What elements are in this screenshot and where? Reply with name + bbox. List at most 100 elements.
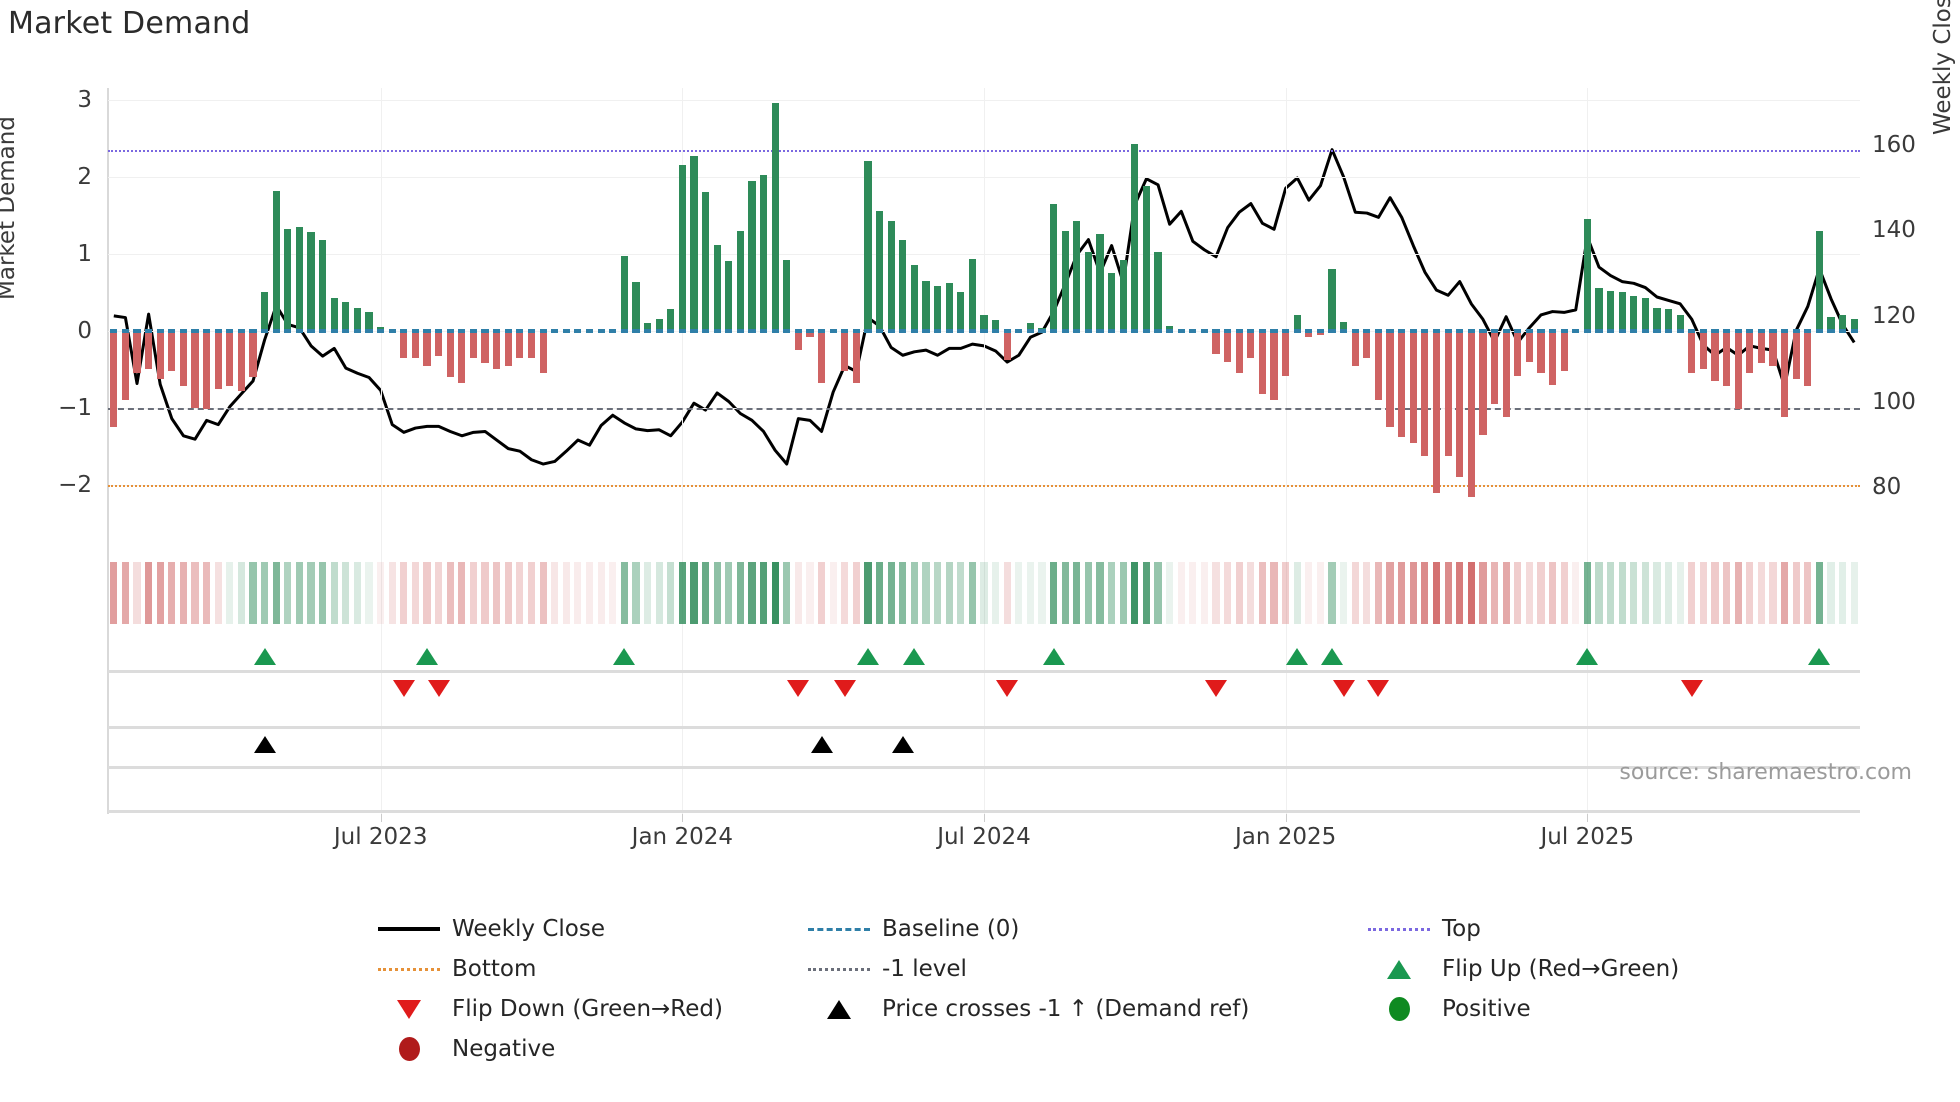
- baseline-segment: [980, 328, 988, 333]
- heat-cell: [1316, 562, 1325, 624]
- demand-bar: [307, 232, 315, 331]
- baseline-segment: [1711, 328, 1719, 333]
- baseline-segment: [458, 328, 466, 333]
- heat-cell: [527, 562, 536, 624]
- heat-cell: [295, 562, 304, 624]
- legend-item[interactable]: Positive: [1360, 996, 1770, 1022]
- demand-bar: [852, 330, 860, 384]
- heat-cell: [1838, 562, 1847, 624]
- baseline-segment: [1641, 328, 1649, 333]
- heat-cell: [1328, 562, 1336, 624]
- baseline-segment: [1734, 328, 1742, 333]
- baseline-segment: [469, 328, 478, 333]
- flip-up-marker-icon: [1286, 648, 1309, 665]
- baseline-segment: [1479, 328, 1487, 333]
- legend-item[interactable]: Top: [1360, 916, 1770, 942]
- baseline-segment: [493, 328, 501, 333]
- demand-bar: [1769, 330, 1777, 366]
- baseline-segment: [1212, 328, 1220, 333]
- heat-cell: [1015, 562, 1023, 624]
- heat-cell: [388, 562, 396, 624]
- legend-item[interactable]: -1 level: [800, 956, 1360, 982]
- heat-cell: [1653, 562, 1661, 624]
- baseline-segment: [1142, 328, 1151, 333]
- heat-cell: [713, 562, 721, 624]
- heat-cell: [226, 562, 234, 624]
- demand-bar: [968, 259, 976, 331]
- heat-cell: [817, 562, 826, 624]
- baseline-segment: [1560, 328, 1568, 333]
- flip-up-marker-icon: [253, 648, 276, 665]
- demand-bar: [168, 330, 176, 371]
- legend-item[interactable]: Negative: [370, 1036, 800, 1062]
- demand-bar: [1305, 330, 1313, 338]
- baseline-segment: [516, 328, 524, 333]
- heat-cell: [1479, 562, 1487, 624]
- reference-line-top: [108, 149, 1860, 152]
- demand-bar: [504, 330, 512, 366]
- heat-cell: [1514, 562, 1522, 624]
- baseline-segment: [307, 328, 315, 333]
- demand-bar: [1653, 307, 1661, 331]
- x-tick-mark: [682, 814, 684, 822]
- demand-bar: [400, 330, 408, 358]
- baseline-segment: [1432, 328, 1441, 333]
- baseline-segment: [1328, 328, 1336, 333]
- legend-item[interactable]: Baseline (0): [800, 916, 1360, 942]
- baseline-segment: [1270, 328, 1278, 333]
- heat-cell: [1769, 562, 1777, 624]
- heat-cell: [1583, 562, 1591, 624]
- demand-bar: [133, 330, 141, 374]
- demand-bar: [527, 330, 536, 358]
- demand-bar: [1282, 330, 1290, 376]
- baseline-segment: [1038, 328, 1046, 333]
- flip-up-marker-icon: [1042, 648, 1065, 665]
- baseline-segment: [377, 328, 385, 333]
- baseline-segment: [1374, 328, 1383, 333]
- flip-up-marker-icon: [1808, 648, 1831, 665]
- baseline-segment: [922, 328, 930, 333]
- heat-cell: [1247, 562, 1255, 624]
- demand-bar: [272, 190, 280, 331]
- heat-cell: [145, 562, 153, 624]
- legend-item[interactable]: Weekly Close: [370, 916, 800, 942]
- legend-item[interactable]: Flip Down (Green→Red): [370, 996, 800, 1022]
- demand-bar: [992, 320, 1000, 331]
- x-tick-label: Jul 2024: [937, 824, 1031, 850]
- demand-bar: [1328, 269, 1336, 331]
- legend-item[interactable]: Price crosses -1 ↑ (Demand ref): [800, 996, 1360, 1022]
- demand-bar: [481, 330, 489, 364]
- x-tick-mark: [1285, 814, 1287, 822]
- demand-bar: [1456, 330, 1464, 478]
- minus-one-level-line-icon: [808, 967, 870, 971]
- demand-bar: [1583, 219, 1591, 331]
- baseline-segment: [539, 328, 547, 333]
- baseline-segment: [1224, 328, 1232, 333]
- heat-cell: [910, 562, 918, 624]
- heat-cell: [597, 562, 605, 624]
- demand-bar: [1618, 292, 1626, 331]
- baseline-segment: [1606, 328, 1615, 333]
- heat-cell: [1189, 562, 1197, 624]
- baseline-segment: [794, 328, 802, 333]
- heat-cell: [1444, 562, 1452, 624]
- heat-cell: [945, 562, 953, 624]
- heat-cell: [748, 562, 756, 624]
- heat-cell: [852, 562, 860, 624]
- demand-bar: [226, 330, 234, 387]
- y-tick-left: 3: [77, 86, 92, 113]
- legend-item[interactable]: Bottom: [370, 956, 800, 982]
- heat-cell: [1061, 562, 1069, 624]
- marker-rule-top: [108, 726, 1860, 729]
- legend-item[interactable]: Flip Up (Red→Green): [1360, 956, 1770, 982]
- heat-cell: [1142, 562, 1151, 624]
- demand-bar: [1340, 321, 1348, 331]
- demand-bar: [493, 330, 501, 370]
- heat-cell: [423, 562, 431, 624]
- heat-cell: [1003, 562, 1011, 624]
- heat-cell: [887, 562, 895, 624]
- heat-cell: [829, 562, 837, 624]
- demand-bar: [1525, 330, 1533, 362]
- demand-bar: [1502, 330, 1510, 418]
- demand-bar: [748, 180, 756, 331]
